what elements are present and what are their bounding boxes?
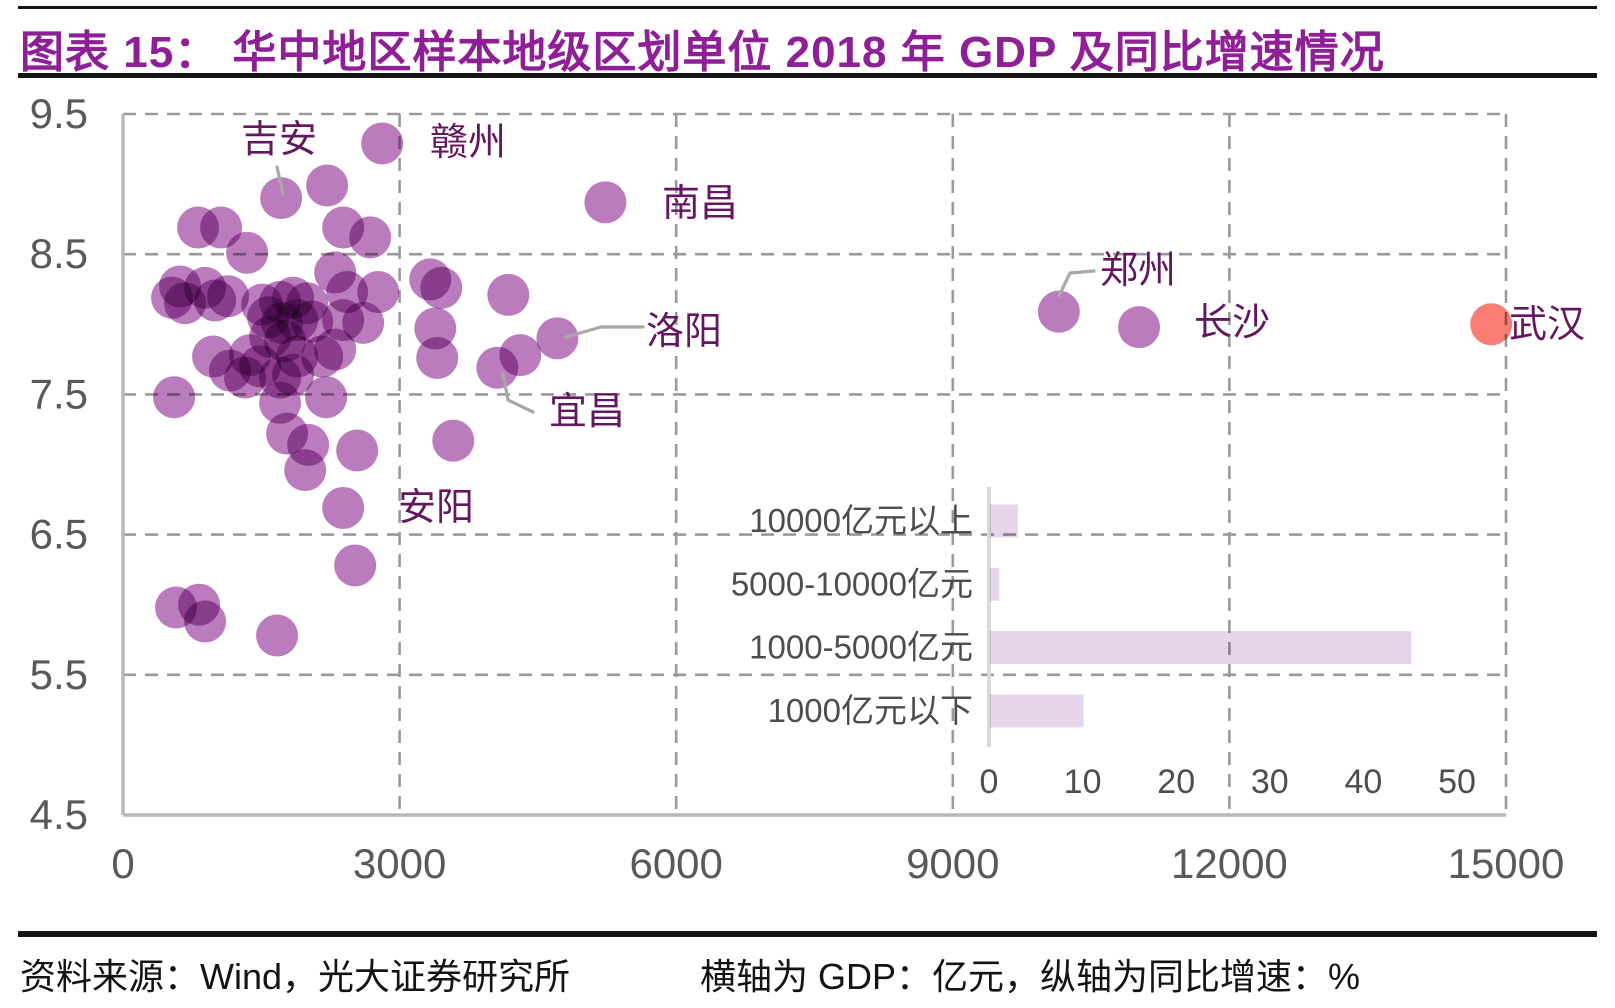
scatter-point (420, 266, 463, 309)
y-tick-label: 6.5 (30, 511, 88, 558)
scatter-point (256, 614, 299, 657)
inset-tick-label: 30 (1251, 763, 1289, 801)
scatter-point (164, 282, 207, 325)
inset-tick-label: 10 (1064, 763, 1102, 801)
x-tick-label: 12000 (1171, 840, 1288, 887)
scatter-point (334, 544, 377, 587)
inset-bar (990, 631, 1412, 665)
scatter-point (284, 449, 327, 492)
x-tick-label: 15000 (1448, 840, 1565, 887)
inset-tick-label: 40 (1344, 763, 1382, 801)
x-tick-label: 9000 (906, 840, 999, 887)
city-label: 洛阳 (646, 309, 722, 353)
y-tick-label: 8.5 (30, 230, 88, 277)
scatter-point (432, 419, 475, 462)
city-label: 武汉 (1509, 302, 1585, 346)
city-label: 宜昌 (549, 389, 625, 433)
city-callout (275, 165, 285, 196)
bubbles (151, 122, 1513, 657)
scatter-point-labeled (1118, 306, 1161, 349)
inset-bar (990, 694, 1084, 728)
scatter-point (349, 216, 392, 259)
scatter-point (305, 376, 348, 419)
x-tick-label: 0 (111, 840, 134, 887)
scatter-point (306, 164, 349, 207)
city-callout (1057, 269, 1096, 298)
scatter-point-labeled (1037, 290, 1080, 333)
scatter-point-labeled (1470, 303, 1513, 346)
inset-bar (990, 567, 1000, 601)
inset-tick-label: 20 (1157, 763, 1195, 801)
scatter-point-labeled (322, 486, 365, 529)
scatter-point (153, 376, 196, 419)
top-rule (18, 6, 1597, 9)
city-label: 安阳 (398, 485, 474, 529)
city-label: 吉安 (241, 117, 317, 161)
scatter-point (207, 275, 250, 318)
footer-rule (18, 931, 1597, 937)
labels: 9.5 8.5 7.5 6.5 5.5 4.5 0 3000 6000 9000 12000 1500… (30, 90, 1585, 887)
chart-title: 图表 15： 华中地区样本地级区划单位 2018 年 GDP 及同比增速情况 (20, 28, 1385, 77)
y-tick-label: 5.5 (30, 651, 88, 698)
footer-note: 横轴为 GDP：亿元，纵轴为同比增速：% (700, 956, 1361, 997)
y-tick-label: 7.5 (30, 370, 88, 417)
inset-category-label: 5000-10000亿元 (731, 565, 973, 602)
scatter-point (226, 231, 269, 274)
inset-category-label: 10000亿元以上 (749, 502, 973, 539)
footer: 资料来源：Wind，光大证券研究所 横轴为 GDP：亿元，纵轴为同比增速：% (0, 948, 1615, 998)
gridlines (121, 112, 1508, 817)
city-label: 赣州 (430, 120, 506, 164)
city-label: 南昌 (662, 181, 738, 225)
scatter-point-labeled (584, 181, 627, 224)
city-label: 郑州 (1100, 248, 1176, 292)
city-callout (501, 372, 535, 414)
scatter-point-labeled (536, 317, 579, 360)
inset-tick-label: 0 (980, 763, 999, 801)
scatter-point (342, 301, 385, 344)
callouts (275, 165, 1096, 414)
scatter-point (487, 273, 530, 316)
inset-bar-chart (987, 487, 1412, 747)
scatter-point (200, 206, 243, 249)
city-label: 长沙 (1194, 300, 1270, 344)
scatter-point-labeled (476, 346, 519, 389)
scatter-point (184, 600, 227, 643)
x-tick-label: 6000 (629, 840, 722, 887)
y-tick-label: 9.5 (30, 90, 88, 137)
inset-bar (990, 504, 1019, 538)
x-tick-label: 3000 (353, 840, 446, 887)
inset-tick-label: 50 (1438, 763, 1476, 801)
scatter-point (224, 356, 267, 399)
scatter-point (416, 336, 459, 379)
title-rule (18, 73, 1597, 78)
footer-source: 资料来源：Wind，光大证券研究所 (20, 956, 571, 997)
city-callout (564, 325, 645, 339)
y-tick-label: 4.5 (30, 791, 88, 838)
scatter-point-labeled (361, 122, 404, 165)
scatter-point-labeled (260, 177, 303, 220)
inset-category-label: 1000亿元以下 (768, 692, 973, 729)
scatter-point (336, 429, 379, 472)
inset-category-label: 1000-5000亿元 (749, 629, 973, 666)
